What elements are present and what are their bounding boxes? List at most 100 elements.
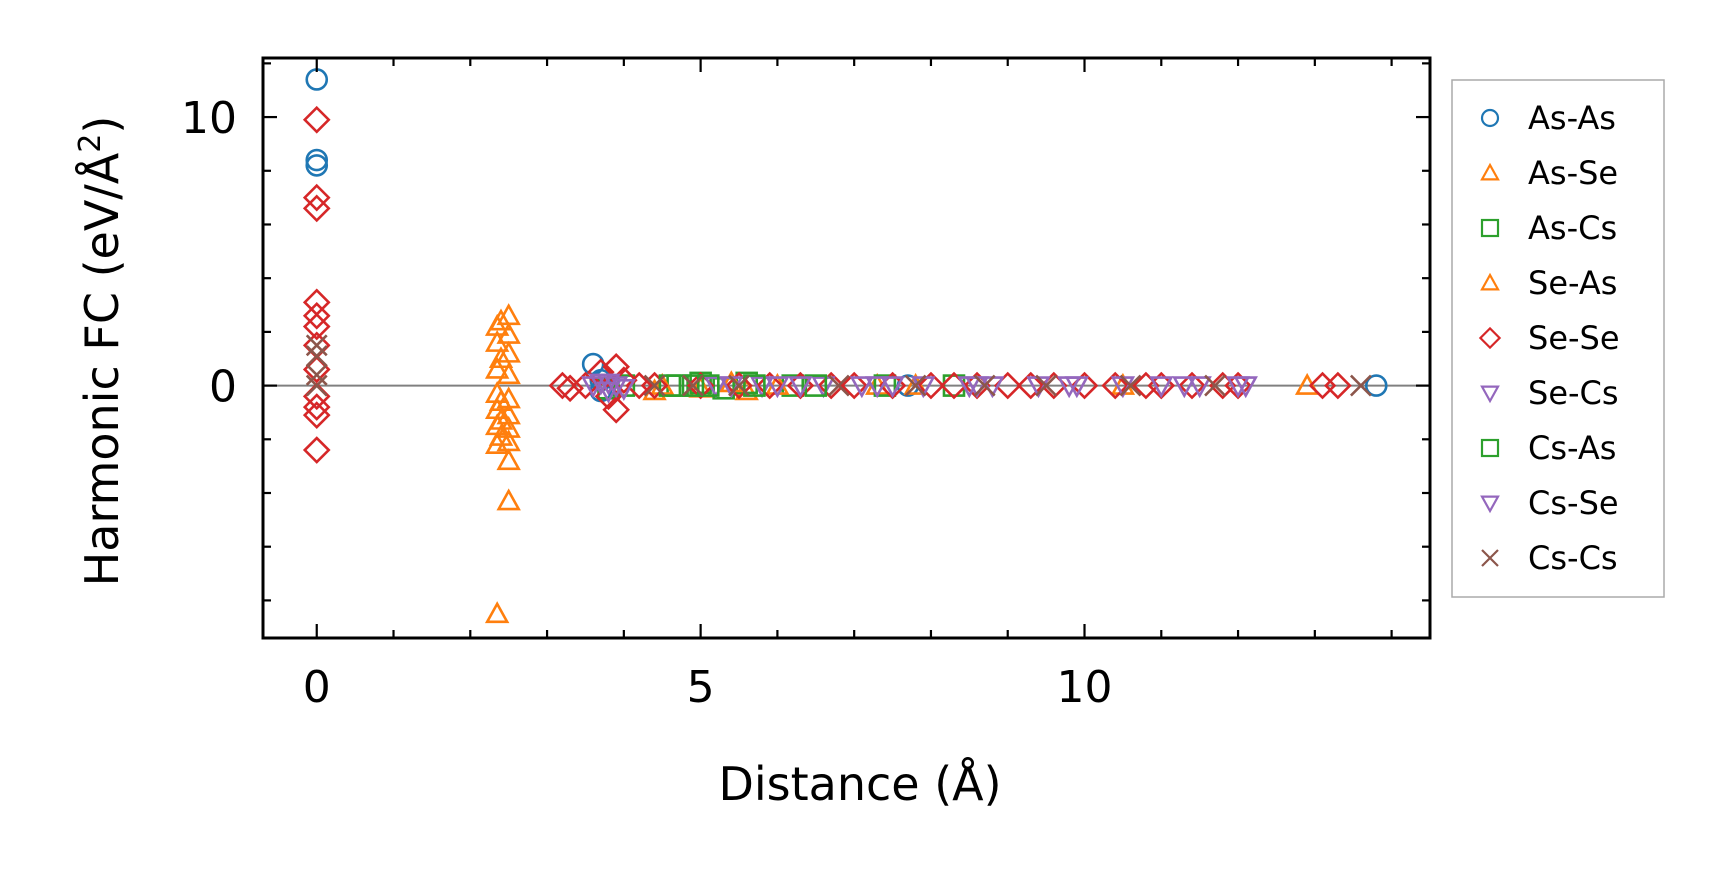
legend-marker bbox=[1480, 108, 1500, 128]
data-point bbox=[305, 68, 329, 91]
data-point bbox=[602, 395, 631, 424]
data-point bbox=[1035, 374, 1058, 397]
y-tick-label: 0 bbox=[209, 362, 237, 413]
data-point bbox=[302, 393, 331, 421]
data-point bbox=[1119, 374, 1142, 397]
data-point bbox=[548, 371, 577, 400]
legend-marker bbox=[1480, 272, 1500, 291]
data-point bbox=[788, 376, 813, 399]
data-point bbox=[305, 345, 328, 367]
data-point bbox=[840, 371, 869, 400]
x-tick-label: 0 bbox=[303, 662, 331, 713]
data-point bbox=[484, 356, 510, 379]
data-point bbox=[305, 154, 329, 177]
plot-area bbox=[263, 68, 1430, 624]
legend-label: As-Se bbox=[1528, 154, 1618, 192]
data-point bbox=[917, 371, 945, 400]
data-point bbox=[640, 371, 669, 400]
legend-item: Cs-As bbox=[1480, 429, 1616, 467]
data-point bbox=[302, 105, 331, 134]
legend-item: Se-As bbox=[1480, 264, 1617, 302]
data-point bbox=[697, 374, 720, 397]
data-point bbox=[1172, 376, 1197, 399]
legend-box bbox=[1451, 79, 1665, 598]
legend-marker bbox=[1481, 549, 1499, 567]
data-point bbox=[302, 194, 331, 223]
data-point bbox=[728, 374, 750, 397]
data-point bbox=[755, 371, 784, 400]
y-tick-label: 10 bbox=[181, 93, 237, 144]
data-point bbox=[305, 334, 328, 357]
data-point bbox=[817, 371, 845, 400]
legend-item: Se-Se bbox=[1478, 319, 1620, 357]
data-point bbox=[556, 374, 584, 403]
data-point bbox=[496, 488, 521, 511]
axes: 0 5 10 0 10 bbox=[181, 56, 1432, 713]
data-point bbox=[703, 376, 729, 399]
data-point bbox=[682, 374, 704, 397]
data-point bbox=[1101, 371, 1130, 400]
data-point bbox=[302, 183, 331, 212]
data-point bbox=[496, 362, 521, 385]
data-point bbox=[302, 436, 331, 464]
data-point bbox=[904, 374, 927, 397]
data-point bbox=[305, 374, 328, 397]
legend-label: Se-Cs bbox=[1528, 374, 1619, 412]
data-point bbox=[1178, 371, 1206, 400]
data-point bbox=[1187, 376, 1212, 399]
data-point bbox=[302, 312, 331, 341]
data-point bbox=[849, 376, 875, 399]
data-point bbox=[658, 374, 682, 397]
data-point bbox=[1204, 374, 1226, 397]
legend-marker bbox=[1480, 385, 1500, 404]
legend-item: Cs-Se bbox=[1480, 484, 1619, 522]
data-point bbox=[880, 376, 905, 399]
legend-label: Cs-Se bbox=[1528, 484, 1619, 522]
data-point bbox=[1324, 371, 1352, 400]
legend-label: As-As bbox=[1528, 99, 1616, 137]
legend-marker bbox=[1478, 326, 1502, 350]
x-tick-label: 5 bbox=[687, 662, 715, 713]
data-point bbox=[827, 374, 850, 397]
series-se-se bbox=[302, 105, 1352, 464]
legend-marker bbox=[1480, 218, 1500, 238]
data-point bbox=[811, 376, 836, 399]
plot-frame bbox=[261, 56, 1432, 640]
series-as-as bbox=[305, 68, 1388, 403]
data-point bbox=[865, 376, 890, 399]
data-point bbox=[305, 363, 328, 386]
legend-label: Cs-As bbox=[1528, 429, 1616, 467]
legend-item: As-Se bbox=[1480, 154, 1618, 192]
data-point bbox=[302, 301, 331, 330]
legend-marker bbox=[1480, 495, 1500, 514]
legend-item: As-Cs bbox=[1480, 209, 1617, 247]
data-point bbox=[496, 448, 521, 471]
data-point bbox=[580, 376, 606, 399]
y-axis-label: Harmonic FC (eV/Å2) bbox=[73, 116, 129, 587]
legend-marker bbox=[1480, 438, 1500, 458]
data-point bbox=[1149, 376, 1174, 399]
data-point bbox=[743, 374, 766, 397]
data-point bbox=[973, 374, 996, 397]
data-point bbox=[488, 346, 514, 369]
data-point bbox=[484, 601, 510, 624]
data-point bbox=[1064, 376, 1090, 399]
data-point bbox=[488, 308, 514, 331]
legend: As-As As-Se As-Cs Se-As Se-Se Se-Cs Cs-As Cs-Se… bbox=[1451, 79, 1665, 598]
legend-marker bbox=[1480, 162, 1500, 181]
data-point bbox=[1349, 374, 1372, 397]
series-cs-cs bbox=[305, 334, 1372, 397]
legend-item: As-As bbox=[1480, 99, 1616, 137]
data-point bbox=[305, 148, 329, 172]
legend-label: Cs-Cs bbox=[1528, 539, 1618, 577]
data-point bbox=[596, 373, 621, 396]
legend-label: Se-Se bbox=[1528, 319, 1620, 357]
data-point bbox=[302, 401, 331, 429]
data-point bbox=[749, 376, 775, 399]
legend-item: Se-Cs bbox=[1480, 374, 1619, 412]
data-point bbox=[611, 378, 637, 401]
data-point bbox=[488, 423, 514, 446]
legend-label: As-Cs bbox=[1528, 209, 1617, 247]
data-point bbox=[873, 374, 897, 397]
data-point bbox=[643, 374, 666, 397]
